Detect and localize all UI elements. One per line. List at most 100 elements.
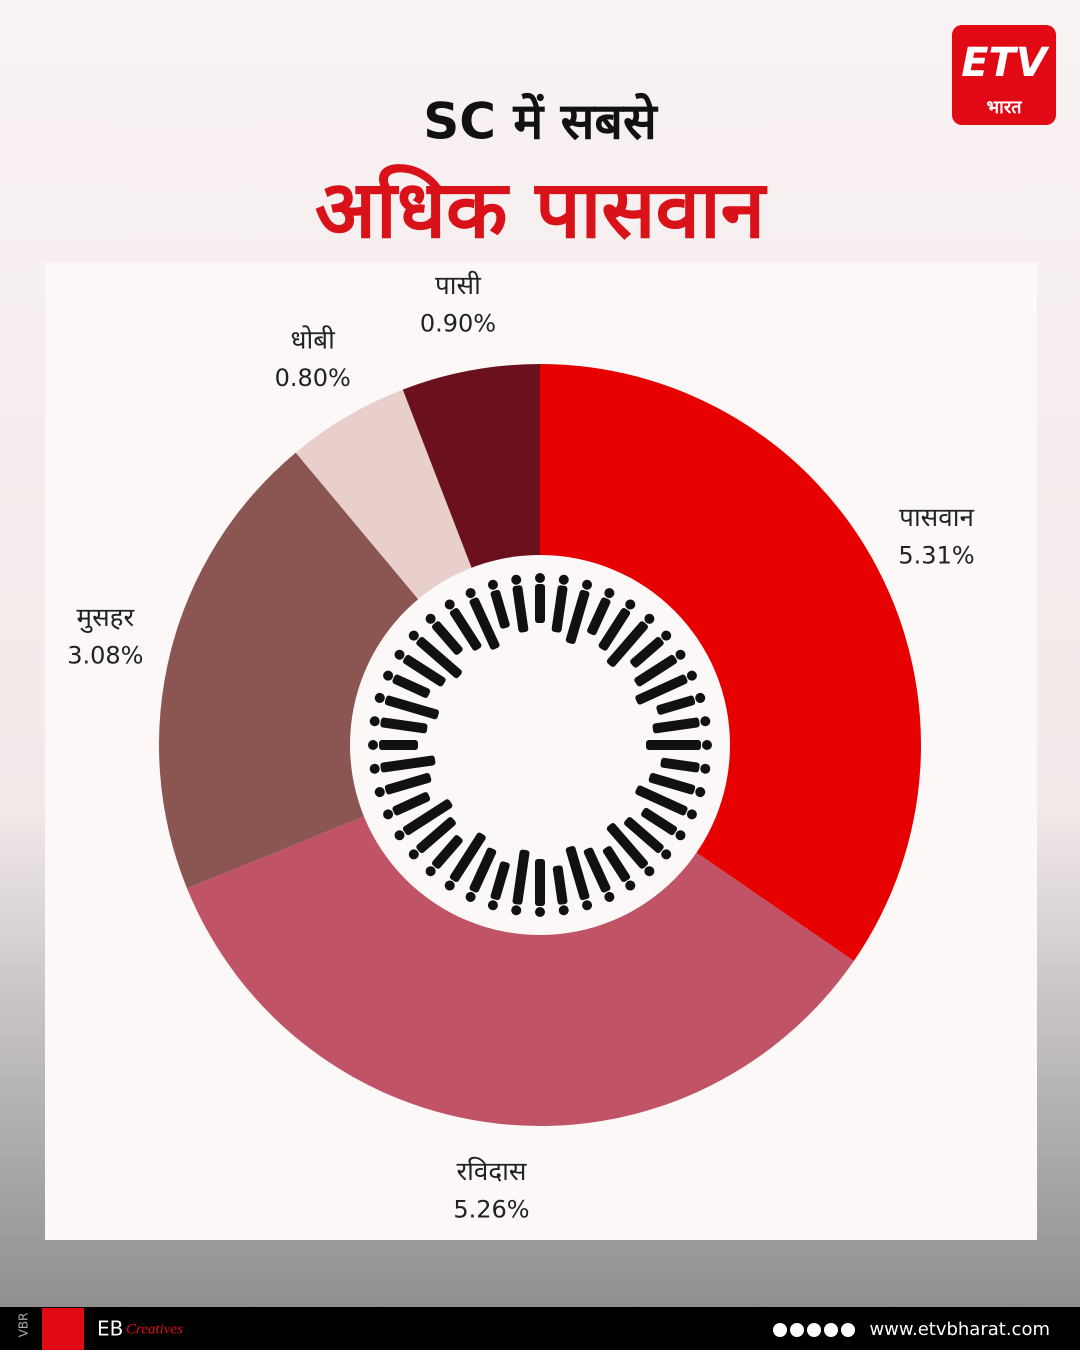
slice	[540, 364, 921, 961]
person-head	[535, 573, 545, 583]
labels: पासवान 5.31% रविदास 5.26% मुसहर 3.08% धोबी 0.80…	[67, 270, 974, 1223]
person-icon	[606, 613, 655, 667]
person-head	[394, 649, 405, 660]
person-body	[660, 757, 700, 773]
person-body	[384, 773, 432, 795]
person-icon	[425, 835, 463, 877]
person-icon	[587, 588, 615, 636]
footer-bar	[0, 1307, 1080, 1350]
slice-label: पासवान	[899, 503, 974, 533]
person-body	[449, 608, 482, 651]
person-icon	[635, 670, 697, 705]
person-icon	[465, 847, 497, 902]
person-body	[634, 654, 677, 687]
person-icon	[369, 755, 436, 774]
person-body	[403, 799, 453, 836]
person-icon	[408, 817, 456, 860]
person-head	[686, 670, 697, 681]
person-head	[661, 630, 672, 641]
slice-value: 3.08%	[67, 642, 143, 670]
person-icon	[634, 649, 686, 687]
person-icon	[383, 670, 431, 698]
person-head	[625, 599, 636, 610]
person-body	[635, 785, 688, 816]
person-head	[535, 907, 545, 917]
person-body	[624, 817, 664, 853]
person-head	[675, 649, 686, 660]
person-head	[444, 880, 455, 891]
person-head	[661, 849, 672, 860]
person-body	[380, 755, 436, 773]
person-body	[551, 585, 568, 633]
person-body	[416, 637, 462, 679]
person-icon	[425, 613, 463, 655]
person-head	[369, 716, 380, 727]
person-body	[535, 859, 545, 906]
person-body	[379, 740, 418, 750]
person-body	[469, 597, 500, 650]
person-body	[652, 717, 700, 734]
footer-logo	[42, 1308, 84, 1350]
logo-mark: ETV	[961, 40, 1050, 86]
person-icon	[408, 630, 462, 679]
person-icon	[511, 849, 530, 916]
chart-subtitle: अधिक पासवान	[315, 163, 768, 256]
person-body	[432, 835, 463, 869]
person-head	[368, 740, 378, 750]
donut-hole	[350, 555, 730, 935]
person-icon	[535, 859, 545, 917]
person-head	[644, 866, 655, 877]
logo-box	[952, 25, 1056, 125]
person-icon	[383, 792, 431, 820]
slice-value: 0.80%	[275, 364, 351, 392]
person-icon	[598, 599, 636, 651]
person-icon	[487, 579, 510, 629]
slice-value: 0.90%	[420, 310, 496, 338]
person-head	[425, 613, 436, 624]
person-icon	[635, 785, 697, 820]
person-body	[380, 717, 428, 734]
person-body	[565, 589, 590, 644]
person-body	[606, 621, 648, 667]
person-body	[552, 865, 568, 905]
person-icon	[583, 847, 615, 902]
person-head	[374, 692, 385, 703]
person-head	[408, 849, 419, 860]
person-icon	[602, 846, 636, 891]
person-head	[408, 630, 419, 641]
person-body	[583, 847, 611, 893]
person-body	[384, 695, 439, 720]
person-icon	[368, 740, 418, 750]
slice-value: 5.31%	[898, 542, 974, 570]
chart-title: SC में सबसे	[423, 93, 659, 151]
person-body	[490, 589, 510, 629]
people-ring	[368, 573, 712, 917]
person-head	[582, 579, 593, 590]
person-icon	[374, 692, 439, 720]
person-body	[602, 846, 631, 882]
person-head	[383, 809, 394, 820]
side-text: VBR	[17, 1313, 31, 1338]
person-head	[625, 880, 636, 891]
person-head	[425, 866, 436, 877]
person-icon	[656, 692, 706, 715]
person-body	[641, 807, 677, 836]
person-head	[582, 900, 593, 911]
person-head	[644, 613, 655, 624]
person-head	[686, 809, 697, 820]
person-head	[695, 787, 706, 798]
person-icon	[394, 649, 446, 687]
person-body	[469, 847, 497, 893]
person-icon	[374, 773, 432, 798]
person-head	[558, 905, 569, 916]
person-head	[374, 787, 385, 798]
person-body	[490, 861, 510, 901]
person-icon	[551, 574, 569, 633]
person-icon	[565, 579, 593, 644]
person-head	[702, 740, 712, 750]
person-icon	[535, 573, 545, 623]
person-body	[630, 637, 664, 668]
footer-eb: EB	[97, 1317, 123, 1341]
person-body	[635, 674, 688, 705]
